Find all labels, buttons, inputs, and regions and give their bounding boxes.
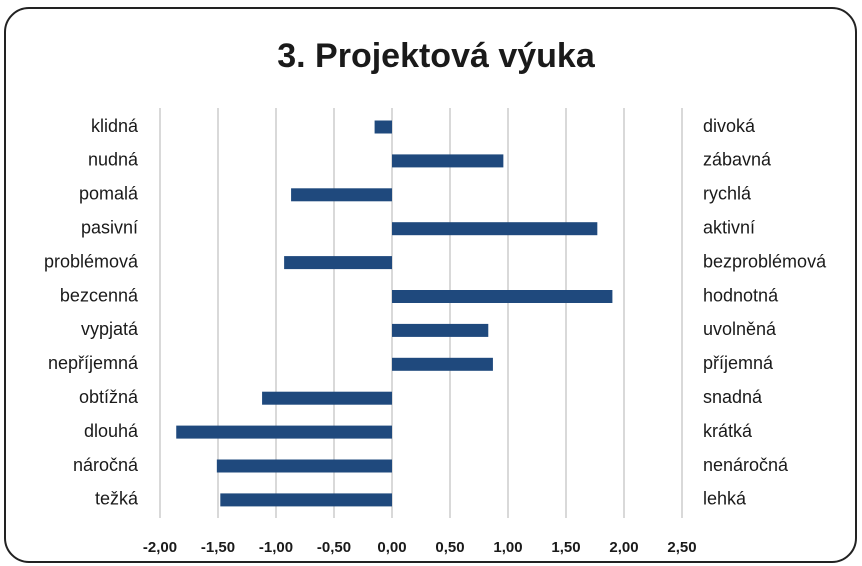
bar xyxy=(176,425,392,439)
x-tick-label: -1,50 xyxy=(201,539,235,556)
right-label: aktivní xyxy=(703,217,755,237)
left-label: klidná xyxy=(91,116,139,136)
bar xyxy=(262,391,392,405)
right-label: divoká xyxy=(703,116,756,136)
x-tick-label: 1,00 xyxy=(493,539,522,556)
x-tick-label: 0,00 xyxy=(377,539,406,556)
bar xyxy=(392,222,598,236)
bar xyxy=(220,493,392,507)
right-label: uvolněná xyxy=(703,319,777,339)
left-label: težká xyxy=(95,489,139,509)
x-tick-label: 1,50 xyxy=(551,539,580,556)
left-label: problémová xyxy=(44,251,139,271)
right-label: nenáročná xyxy=(703,455,789,475)
right-label: snadná xyxy=(703,387,763,407)
right-label: příjemná xyxy=(703,353,774,373)
x-tick-label: 2,50 xyxy=(667,539,696,556)
bar xyxy=(216,459,392,473)
left-label: obtížná xyxy=(79,387,139,407)
bar xyxy=(284,256,392,270)
right-label: zábavná xyxy=(703,150,772,170)
bar xyxy=(392,357,493,371)
right-label: krátká xyxy=(703,421,753,441)
x-tick-label: -1,00 xyxy=(259,539,293,556)
left-label: pomalá xyxy=(79,184,139,204)
left-label: bezcenná xyxy=(60,285,139,305)
right-label: lehká xyxy=(703,489,747,509)
left-label: dlouhá xyxy=(84,421,139,441)
left-label: náročná xyxy=(73,455,139,475)
right-label: bezproblémová xyxy=(703,251,827,271)
left-label: nudná xyxy=(88,150,139,170)
x-tick-label: -0,50 xyxy=(317,539,351,556)
right-label: rychlá xyxy=(703,184,752,204)
bar xyxy=(392,154,504,168)
bar xyxy=(392,323,489,337)
bar xyxy=(392,290,613,303)
left-label: nepříjemná xyxy=(48,353,139,373)
bar xyxy=(291,188,392,202)
x-tick-label: -2,00 xyxy=(143,539,177,556)
left-label: vypjatá xyxy=(81,319,139,339)
x-tick-label: 2,00 xyxy=(609,539,638,556)
right-label: hodnotná xyxy=(703,285,779,305)
x-tick-label: 0,50 xyxy=(435,539,464,556)
left-label: pasivní xyxy=(81,217,138,237)
chart-title: 3. Projektová výuka xyxy=(277,37,596,75)
bar xyxy=(374,120,392,134)
